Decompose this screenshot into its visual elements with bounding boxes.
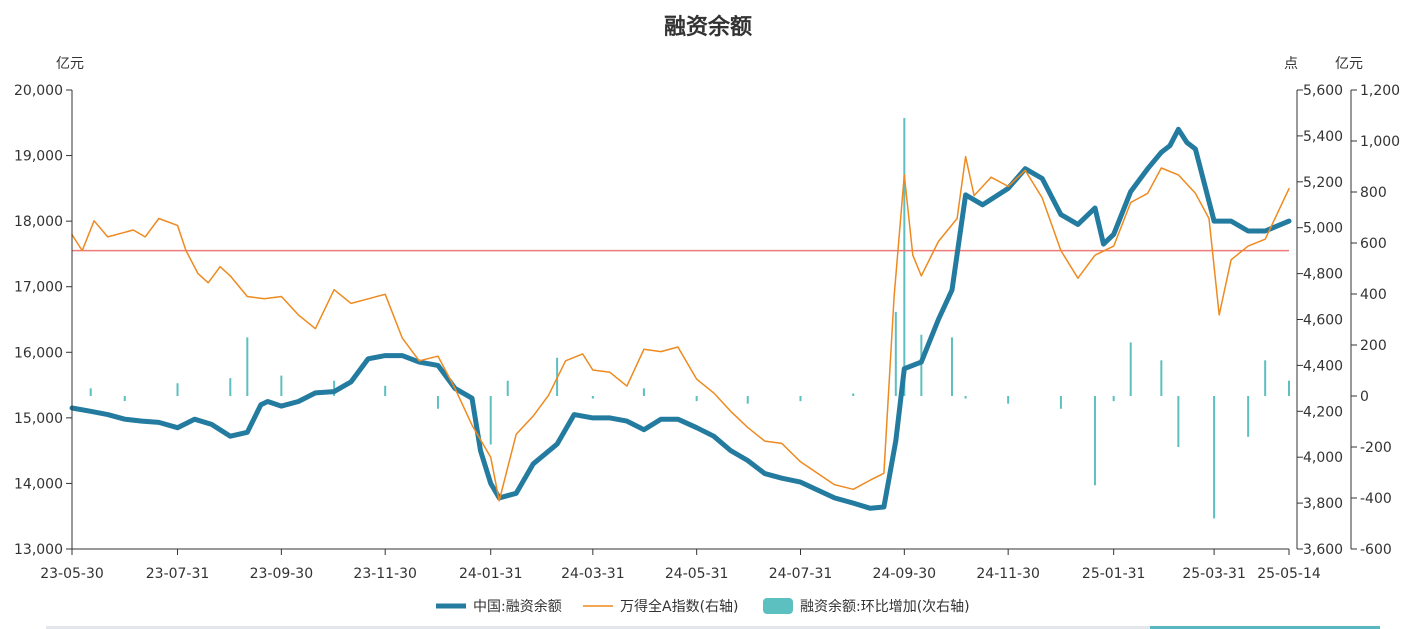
right-outer-tick-label: 1,000 — [1360, 134, 1400, 150]
change-bar — [123, 396, 126, 402]
change-bar — [746, 396, 749, 404]
change-bar — [506, 380, 509, 396]
x-tick-label: 23-09-30 — [250, 566, 314, 582]
change-bar — [1264, 360, 1267, 396]
change-bar — [1247, 396, 1250, 437]
change-bar — [1093, 396, 1096, 486]
change-bar — [176, 383, 179, 396]
right-inner-tick-label: 4,400 — [1303, 358, 1343, 374]
left-tick-label: 16,000 — [14, 345, 63, 361]
change-bar — [489, 396, 492, 445]
x-tick-label: 24-11-30 — [976, 566, 1040, 582]
x-tick-label: 24-07-31 — [769, 566, 833, 582]
x-tick-label: 23-07-31 — [146, 566, 210, 582]
lines-layer — [69, 126, 1292, 511]
legend: 中国:融资余额 万得全A指数(右轴) 融资余额:环比增加(次右轴) — [436, 598, 970, 615]
x-tick-label: 24-03-31 — [561, 566, 625, 582]
right-inner-axis-unit: 点 — [1284, 56, 1298, 72]
x-tick-label: 24-05-31 — [665, 566, 729, 582]
change-bar — [89, 388, 92, 396]
change-bar — [384, 385, 387, 396]
change-bar — [1160, 360, 1163, 396]
left-tick-label: 15,000 — [14, 411, 63, 427]
chart-scrollbar[interactable] — [46, 626, 1380, 629]
right-inner-tick-label: 3,800 — [1303, 496, 1343, 512]
right-inner-tick-label: 5,200 — [1303, 175, 1343, 191]
wind-all-a-index-line — [71, 155, 1290, 502]
change-bar — [695, 396, 698, 402]
left-tick-label: 18,000 — [14, 214, 63, 230]
change-bars-layer — [89, 118, 1290, 519]
right-outer-tick-label: -200 — [1360, 440, 1392, 456]
right-inner-tick-label: 4,000 — [1303, 450, 1343, 466]
legend-label[interactable]: 融资余额:环比增加(次右轴) — [800, 598, 970, 615]
right-outer-tick-label: -400 — [1360, 491, 1392, 507]
left-tick-label: 13,000 — [14, 542, 63, 558]
x-tick-label: 23-11-30 — [353, 566, 417, 582]
legend-label[interactable]: 万得全A指数(右轴) — [620, 598, 739, 615]
left-tick-label: 19,000 — [14, 149, 63, 165]
right-inner-tick-label: 4,800 — [1303, 267, 1343, 283]
legend-label[interactable]: 中国:融资余额 — [473, 598, 562, 615]
x-tick-label: 23-05-30 — [40, 566, 104, 582]
change-bar — [950, 337, 953, 396]
right-inner-tick-label: 4,600 — [1303, 313, 1343, 329]
change-bar — [333, 380, 336, 396]
right-outer-tick-label: 1,200 — [1360, 83, 1400, 99]
change-bar — [894, 311, 897, 396]
change-bar — [246, 337, 249, 396]
change-bar — [591, 396, 594, 399]
right-outer-tick-label: 0 — [1360, 389, 1369, 405]
left-axis-unit: 亿元 — [56, 56, 84, 72]
change-bar — [903, 118, 906, 397]
left-tick-label: 14,000 — [14, 476, 63, 492]
legend-swatch-box[interactable] — [763, 598, 793, 614]
change-bar — [852, 393, 855, 396]
change-bar — [280, 375, 283, 396]
x-tick-label: 25-03-31 — [1182, 566, 1246, 582]
change-bar — [964, 396, 967, 399]
change-bar — [1129, 342, 1132, 396]
right-inner-tick-label: 5,400 — [1303, 129, 1343, 145]
change-bar — [1213, 396, 1216, 519]
financing-balance-line — [69, 126, 1292, 511]
change-bar — [436, 396, 439, 409]
x-tick-label: 25-01-31 — [1082, 566, 1146, 582]
change-bar — [642, 388, 645, 396]
x-tick-label: 24-09-30 — [873, 566, 937, 582]
right-outer-tick-label: 200 — [1360, 338, 1387, 354]
right-inner-tick-label: 5,000 — [1303, 221, 1343, 237]
change-bar — [1177, 396, 1180, 447]
change-bar — [920, 334, 923, 396]
right-outer-tick-label: 800 — [1360, 185, 1387, 201]
left-tick-label: 20,000 — [14, 83, 63, 99]
change-bar — [1112, 396, 1115, 402]
right-inner-tick-label: 5,600 — [1303, 83, 1343, 99]
right-outer-tick-label: 600 — [1360, 236, 1387, 252]
change-bar — [229, 378, 232, 396]
right-outer-axis-unit: 亿元 — [1335, 56, 1363, 72]
change-bar — [1288, 380, 1290, 396]
x-tick-label: 25-05-14 — [1257, 566, 1321, 582]
change-bar — [799, 396, 802, 402]
x-tick-label: 24-01-31 — [459, 566, 523, 582]
change-bar — [1007, 396, 1010, 404]
change-bar — [1059, 396, 1062, 409]
axes-layer: 13,000 14,000 15,000 16,000 17,000 18,000 19,0… — [14, 83, 1400, 582]
right-inner-tick-label: 3,600 — [1303, 542, 1343, 558]
right-outer-tick-label: -600 — [1360, 542, 1392, 558]
right-inner-tick-label: 4,200 — [1303, 404, 1343, 420]
chart-scroll-thumb[interactable] — [1150, 626, 1380, 629]
left-tick-label: 17,000 — [14, 280, 63, 296]
chart-title: 融资余额 — [664, 14, 752, 40]
right-outer-tick-label: 400 — [1360, 287, 1387, 303]
